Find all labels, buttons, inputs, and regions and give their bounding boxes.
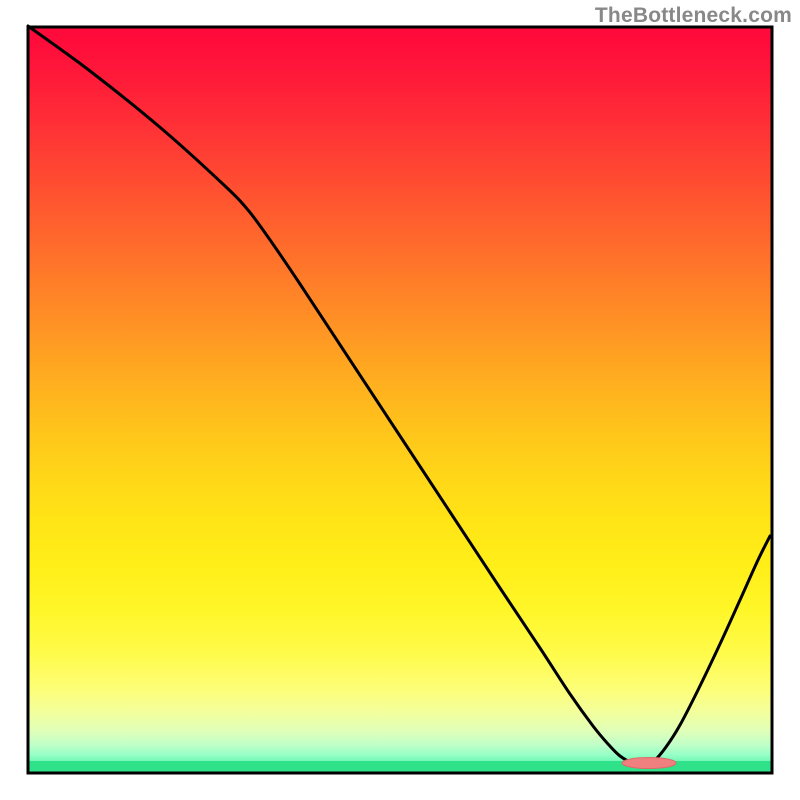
- watermark-text: TheBottleneck.com: [595, 4, 792, 28]
- optimal-marker: [622, 758, 676, 769]
- chart-root: TheBottleneck.com: [0, 0, 800, 800]
- gradient-chart: [0, 0, 800, 800]
- plot-background: [28, 27, 772, 773]
